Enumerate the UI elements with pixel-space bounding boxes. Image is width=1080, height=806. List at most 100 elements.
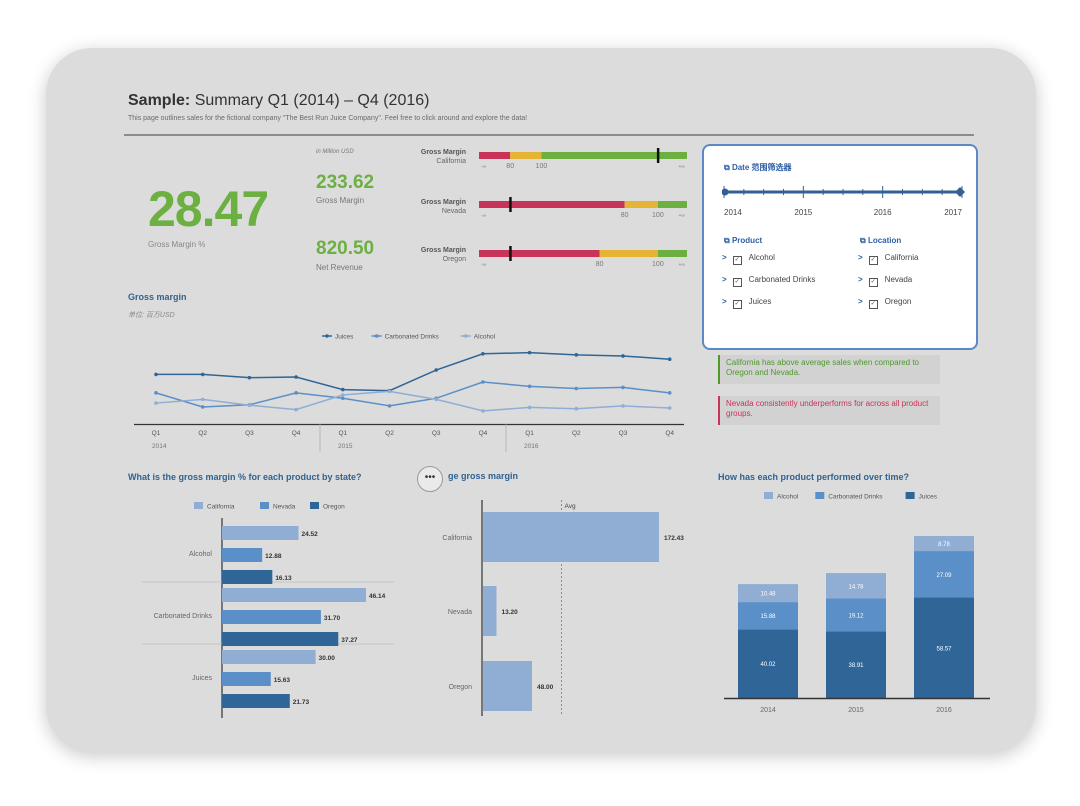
bullet-tick-label: 100 bbox=[652, 261, 664, 268]
filter-item-alcohol[interactable]: > ✓ Alcohol bbox=[722, 253, 775, 265]
chevron-right-icon[interactable]: > bbox=[858, 253, 863, 262]
bullet-california-label: Gross Margin California bbox=[420, 149, 466, 165]
avg-gross-margin-chart-title: ge gross margin bbox=[448, 471, 519, 481]
line-point bbox=[294, 391, 298, 395]
stack-segment-carbonated-drinks bbox=[738, 602, 798, 630]
bullet-marker bbox=[509, 197, 512, 212]
product-state-chart-title: What is the gross margin % for each prod… bbox=[128, 472, 362, 482]
segment-value-label: 27.09 bbox=[936, 573, 952, 579]
stack-segment-carbonated-drinks bbox=[826, 598, 886, 632]
kpi-gross-margin-pct-value[interactable]: 28.47 bbox=[148, 181, 269, 237]
bullet-marker bbox=[656, 148, 660, 163]
kpi-net-revenue-label: Net Revenue bbox=[316, 263, 363, 272]
gross-margin-title: Gross margin bbox=[128, 292, 187, 302]
bullet-end-label: +∞ bbox=[679, 164, 686, 170]
checkbox-icon[interactable]: ✓ bbox=[868, 256, 878, 265]
filter-item-oregon[interactable]: > ✓ Oregon bbox=[858, 297, 912, 309]
checkbox-icon[interactable]: ✓ bbox=[868, 300, 878, 309]
x-tick-label: Q2 bbox=[385, 430, 394, 437]
line-point bbox=[200, 397, 205, 402]
bar-value-label: 37.27 bbox=[341, 637, 358, 644]
bar-california bbox=[222, 526, 299, 540]
header-divider bbox=[124, 134, 974, 136]
segment-value-label: 58.57 bbox=[936, 646, 952, 652]
category-label: Oregon bbox=[449, 684, 472, 691]
chevron-right-icon[interactable]: > bbox=[722, 297, 727, 306]
line-point bbox=[667, 357, 672, 361]
legend-marker bbox=[325, 334, 329, 338]
segment-value-label: 19.12 bbox=[848, 613, 864, 619]
state-gross-margin-bar-chart[interactable]: Avg California 172.43 Nevada 13.20 Oregon 48.0… bbox=[426, 488, 696, 718]
legend-label: Carbonated Drinks bbox=[828, 494, 883, 501]
line-point bbox=[200, 405, 205, 409]
bullet-end-label: -∞ bbox=[481, 262, 487, 268]
bullet-yellow-band bbox=[624, 201, 658, 208]
segment-value-label: 8.78 bbox=[938, 542, 950, 548]
kpi-gross-margin-pct-label: Gross Margin % bbox=[148, 240, 206, 249]
legend-swatch bbox=[260, 502, 269, 509]
x-tick-label: Q1 bbox=[338, 430, 347, 437]
bullet-green-band bbox=[657, 250, 687, 257]
dashboard-card: Sample: Summary Q1 (2014) – Q4 (2016) Th… bbox=[46, 48, 1036, 752]
bullet-tick-label: 100 bbox=[536, 163, 548, 170]
date-slider-year-label: 2015 bbox=[794, 208, 812, 217]
chevron-right-icon[interactable]: > bbox=[722, 275, 727, 284]
bullet-chart-group[interactable]: Gross Margin California Gross Margin Nevad… bbox=[396, 148, 696, 273]
line-point bbox=[434, 397, 439, 402]
bar-oregon bbox=[222, 632, 339, 646]
checkbox-icon[interactable]: ✓ bbox=[732, 278, 742, 287]
legend-label: Juices bbox=[335, 334, 354, 341]
filter-item-california[interactable]: > ✓ California bbox=[858, 253, 919, 265]
checkbox-icon[interactable]: ✓ bbox=[732, 256, 742, 265]
bar-nevada bbox=[222, 672, 271, 686]
bar-california bbox=[483, 512, 659, 562]
x-tick-label: Q1 bbox=[525, 430, 534, 437]
checkbox-icon[interactable]: ✓ bbox=[868, 278, 878, 287]
stack-segment-juices bbox=[738, 629, 798, 698]
bar-nevada bbox=[222, 548, 263, 562]
filter-item-nevada[interactable]: > ✓ Nevada bbox=[858, 275, 913, 287]
filter-item-carbonated-drinks[interactable]: > ✓ Carbonated Drinks bbox=[722, 275, 816, 287]
bullet-tick-label: 80 bbox=[596, 261, 604, 268]
product-filter-title: ⧉ Product bbox=[724, 236, 763, 245]
filter-icon: ⧉ bbox=[724, 236, 730, 245]
bullet-red-band bbox=[479, 201, 625, 208]
more-options-button[interactable]: ••• bbox=[417, 466, 443, 492]
stack-segment-alcohol bbox=[826, 573, 886, 599]
chevron-right-icon[interactable]: > bbox=[858, 275, 863, 284]
line-point bbox=[294, 407, 298, 412]
line-series-alcohol bbox=[155, 390, 670, 412]
legend-swatch bbox=[194, 502, 203, 509]
filter-panel: ⧉ Date 范围筛选器 2014 2015 2016 2017 ⧉ Product … bbox=[702, 144, 978, 350]
kpi-gross-margin-value[interactable]: 233.62 bbox=[316, 172, 375, 193]
chevron-right-icon[interactable]: > bbox=[858, 297, 863, 306]
checkbox-icon[interactable]: ✓ bbox=[732, 300, 742, 309]
bullet-oregon-label: Gross Margin Oregon bbox=[420, 247, 466, 263]
stack-segment-alcohol bbox=[738, 584, 798, 603]
legend-marker bbox=[464, 334, 468, 338]
legend-label: Carbonated Drinks bbox=[385, 334, 440, 341]
x-year-label: 2015 bbox=[338, 443, 353, 450]
bar-value-label: 21.73 bbox=[293, 699, 310, 706]
date-slider[interactable]: 2014 2015 2016 2017 bbox=[722, 180, 966, 220]
line-point bbox=[667, 406, 672, 410]
legend-swatch bbox=[905, 492, 915, 499]
x-year-label: 2016 bbox=[524, 443, 539, 450]
stack-segment-alcohol bbox=[914, 536, 974, 552]
segment-value-label: 14.78 bbox=[848, 584, 864, 590]
legend-label: Alcohol bbox=[777, 494, 799, 501]
bar-california bbox=[222, 588, 366, 602]
bullet-red-band bbox=[479, 250, 600, 257]
product-state-bar-chart[interactable]: California Nevada Oregon Alcohol 24.52 12.88 1… bbox=[124, 498, 404, 718]
filter-item-juices[interactable]: > ✓ Juices bbox=[722, 297, 772, 309]
chevron-right-icon[interactable]: > bbox=[722, 253, 727, 262]
segment-value-label: 40.02 bbox=[760, 662, 776, 668]
stacked-bar-chart[interactable]: Alcohol Carbonated Drinks Juices 40.02 15.88… bbox=[714, 488, 994, 720]
line-chart[interactable]: Juices Carbonated Drinks Alcohol Q1 Q2 Q3 Q4 Q1… bbox=[124, 328, 694, 458]
filter-icon: ⧉ bbox=[724, 163, 730, 172]
bar-value-label: 172.43 bbox=[664, 535, 684, 542]
note-nevada: Nevada consistently underperforms for ac… bbox=[718, 396, 940, 425]
kpi-net-revenue-value[interactable]: 820.50 bbox=[316, 238, 375, 259]
x-tick-label: Q4 bbox=[479, 430, 488, 437]
bar-nevada bbox=[483, 586, 497, 636]
